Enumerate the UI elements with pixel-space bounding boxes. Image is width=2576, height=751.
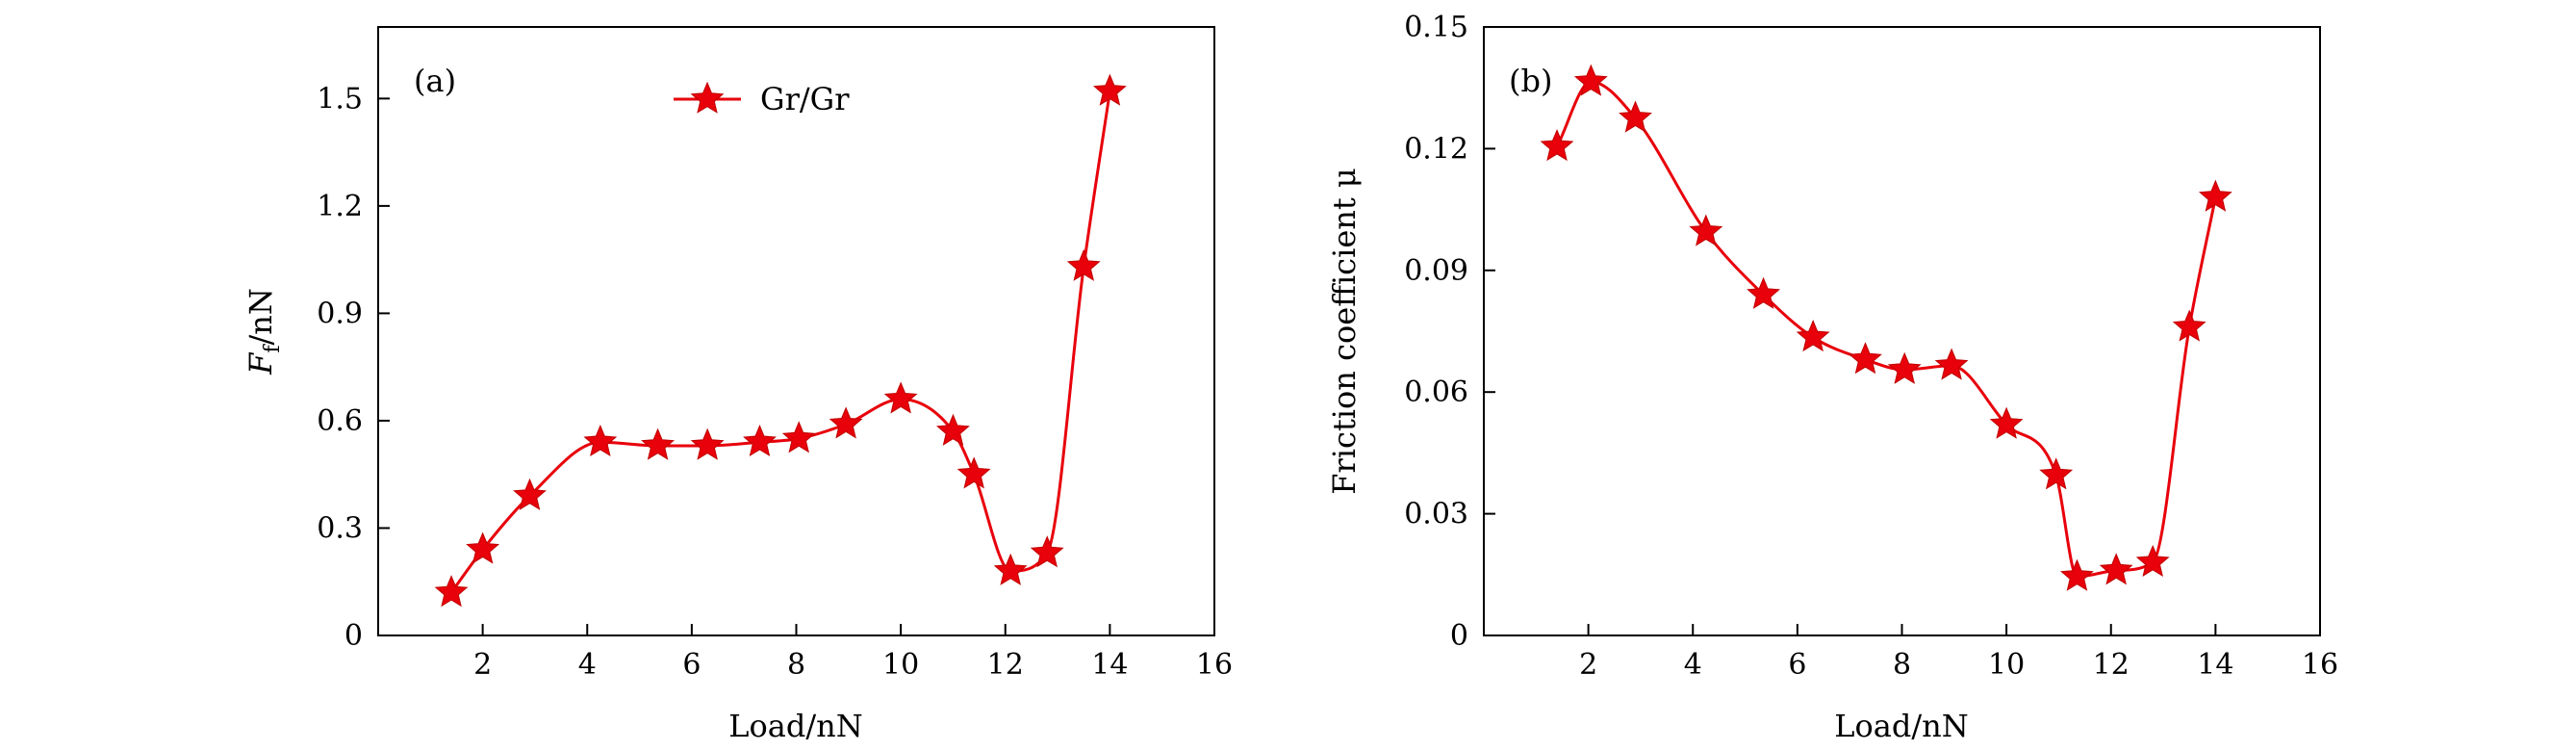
data-point-star-b: [2060, 558, 2094, 591]
data-point-star-b: [1619, 100, 1652, 133]
x-tick-label-b: 16: [2302, 648, 2338, 682]
series-line-a: [449, 91, 1111, 594]
x-tick-label-a: 16: [1196, 648, 1233, 682]
data-point-star-b: [2135, 544, 2170, 577]
x-tick-label-a: 6: [682, 648, 701, 682]
data-point-star-b: [2039, 457, 2074, 490]
x-tick-label-b: 14: [2197, 648, 2233, 682]
x-tick-label-a: 12: [987, 648, 1024, 682]
data-point-star-a: [743, 424, 777, 457]
y-axis-title-b: Friction coefficient μ: [1326, 168, 1363, 494]
y-tick-label-a: 0.6: [317, 404, 363, 438]
data-point-star-b: [1849, 342, 1882, 375]
data-point-star-b: [1887, 351, 1922, 384]
x-tick-label-b: 6: [1788, 648, 1806, 682]
chart-panel-b: 2 4 6 8 10 12 14 16 0 0.03 0.06 0.09 0.12 0.15 (b) Lo…: [1326, 11, 2338, 744]
y-tick-label-a: 0: [344, 619, 363, 653]
data-point-star-a: [690, 427, 725, 460]
y-axis-title-a: Ff/nN: [242, 288, 285, 376]
plot-frame-a: [377, 26, 1215, 636]
x-tick-label-a: 2: [473, 648, 492, 682]
y-tick-label-a: 1.2: [317, 190, 363, 223]
data-point-star-a: [1030, 535, 1064, 568]
x-tick-label-a: 14: [1091, 648, 1128, 682]
data-point-star-b: [1747, 276, 1780, 309]
data-point-star-a: [781, 421, 816, 453]
plot-marks-b: [1540, 64, 2232, 591]
y-tick-label-b: 0.15: [1404, 11, 1468, 44]
panel-label-a: (a): [414, 63, 456, 99]
data-point-star-b: [1796, 320, 1830, 352]
data-point-star-a: [956, 456, 991, 489]
x-axis-title-b: Load/nN: [1834, 708, 1968, 744]
series-line-b: [1555, 80, 2217, 579]
data-point-star-a: [829, 406, 863, 439]
chart-panel-a: 2 4 6 8 10 12 14 16 0 0.3 0.6 0.9 1.2 1.5 (a) Load/nN…: [242, 26, 1233, 744]
y-tick-label-a: 0.9: [317, 297, 363, 330]
x-tick-label-b: 8: [1893, 648, 1911, 682]
ticks-b: 2 4 6 8 10 12 14 16 0 0.03 0.06 0.09 0.12 0.15: [1404, 11, 2338, 682]
y-tick-label-b: 0.12: [1404, 132, 1468, 166]
data-point-star-a: [993, 553, 1028, 585]
data-point-star-a: [641, 427, 675, 460]
legend-a: Gr/Gr: [674, 81, 850, 117]
y-tick-label-b: 0.09: [1404, 254, 1468, 288]
y-tick-label-b: 0.03: [1404, 498, 1468, 531]
x-tick-label-b: 2: [1579, 648, 1597, 682]
data-point-star-b: [1573, 64, 1608, 96]
x-tick-label-a: 4: [578, 648, 597, 682]
x-tick-label-a: 8: [787, 648, 805, 682]
data-point-star-a: [883, 381, 918, 414]
data-point-star-a: [466, 531, 500, 564]
y-tick-label-a: 1.5: [317, 82, 363, 116]
y-tick-label-a: 0.3: [317, 511, 363, 545]
data-point-star-a: [434, 575, 469, 608]
x-tick-label-a: 10: [882, 648, 919, 682]
x-tick-label-b: 12: [2093, 648, 2130, 682]
data-point-star-b: [2198, 179, 2232, 212]
data-point-star-a: [583, 424, 618, 457]
y-axis-title-main-a: F: [242, 351, 279, 376]
data-point-star-a: [1092, 73, 1127, 106]
legend-star-marker-a: [690, 81, 725, 114]
data-point-star-a: [1066, 248, 1101, 281]
data-point-star-b: [2099, 553, 2133, 585]
panel-label-b: (b): [1509, 63, 1552, 99]
data-point-star-b: [2172, 309, 2206, 342]
data-point-star-a: [513, 478, 547, 510]
ticks-a: 2 4 6 8 10 12 14 16 0 0.3 0.6 0.9 1.2 1.5: [317, 82, 1233, 682]
plot-marks-a: [434, 73, 1127, 608]
y-tick-label-b: 0.06: [1404, 376, 1468, 409]
data-point-star-b: [1540, 128, 1574, 162]
x-tick-label-b: 10: [1988, 648, 2025, 682]
legend-label-a: Gr/Gr: [760, 81, 850, 117]
y-axis-title-sub-a: f: [261, 344, 285, 353]
data-point-star-b: [1689, 214, 1723, 246]
y-tick-label-b: 0: [1450, 619, 1468, 653]
data-point-star-a: [936, 413, 970, 446]
x-tick-label-b: 4: [1684, 648, 1702, 682]
data-point-star-b: [1989, 406, 2024, 439]
x-axis-title-a: Load/nN: [728, 708, 862, 744]
y-axis-title-unit-a: /nN: [242, 288, 279, 345]
data-point-star-b: [1934, 348, 1969, 380]
